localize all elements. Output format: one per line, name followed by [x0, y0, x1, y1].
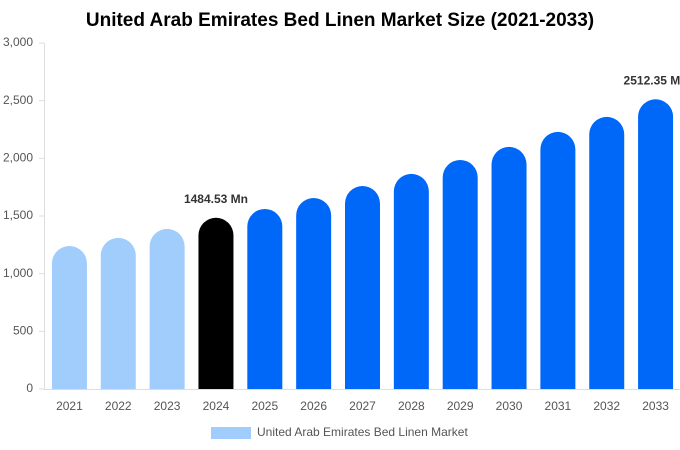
bar: [296, 198, 332, 389]
bar: [100, 237, 136, 389]
x-tick-label: 2030: [496, 399, 523, 413]
y-tick-label: 3,000: [3, 35, 33, 49]
x-tick-label: 2026: [300, 399, 327, 413]
legend-swatch: [211, 427, 251, 439]
x-tick-label: 2029: [447, 399, 474, 413]
bar: [345, 186, 380, 389]
x-tick-label: 2025: [251, 399, 278, 413]
chart-title: United Arab Emirates Bed Linen Market Si…: [86, 10, 594, 31]
x-tick-label: 2031: [545, 399, 572, 413]
y-tick-label: 1,000: [3, 266, 33, 280]
bar: [638, 99, 674, 389]
bar: [491, 146, 527, 389]
y-tick-label: 2,000: [3, 151, 33, 165]
y-tick-label: 500: [13, 324, 33, 338]
x-tick-label: 2024: [203, 399, 230, 413]
bar: [149, 228, 185, 389]
y-tick-label: 0: [26, 381, 33, 395]
bar: [198, 217, 234, 389]
bar: [589, 116, 625, 389]
value-label: 2512.35 Mn: [624, 73, 680, 87]
legend-label: United Arab Emirates Bed Linen Market: [257, 425, 468, 439]
x-tick-label: 2033: [642, 399, 669, 413]
bar: [393, 173, 429, 389]
x-tick-label: 2028: [398, 399, 425, 413]
bar: [442, 159, 478, 389]
bar: [51, 245, 87, 389]
y-tick-label: 2,500: [3, 93, 33, 107]
x-tick-label: 2022: [105, 399, 132, 413]
y-tick-label: 1,500: [3, 208, 33, 222]
bar: [247, 208, 283, 389]
bar: [540, 131, 576, 389]
x-tick-label: 2027: [349, 399, 376, 413]
x-tick-label: 2023: [154, 399, 181, 413]
x-tick-label: 2032: [593, 399, 620, 413]
value-label: 1484.53 Mn: [184, 192, 248, 206]
x-tick-label: 2021: [56, 399, 83, 413]
